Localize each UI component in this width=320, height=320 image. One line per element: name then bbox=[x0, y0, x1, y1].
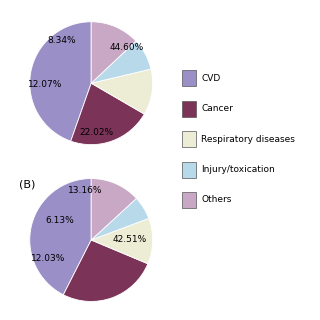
Wedge shape bbox=[71, 83, 144, 145]
FancyBboxPatch shape bbox=[182, 192, 196, 208]
Text: 22.02%: 22.02% bbox=[79, 128, 113, 137]
Wedge shape bbox=[63, 240, 148, 301]
Text: Respiratory diseases: Respiratory diseases bbox=[201, 135, 295, 144]
Wedge shape bbox=[91, 179, 136, 240]
Text: Cancer: Cancer bbox=[201, 104, 233, 113]
Text: 8.34%: 8.34% bbox=[47, 36, 76, 45]
Wedge shape bbox=[91, 219, 153, 264]
FancyBboxPatch shape bbox=[182, 70, 196, 86]
FancyBboxPatch shape bbox=[182, 131, 196, 147]
Text: (B): (B) bbox=[19, 180, 35, 190]
Text: CVD: CVD bbox=[201, 74, 220, 83]
Wedge shape bbox=[91, 41, 151, 83]
Wedge shape bbox=[30, 179, 91, 295]
FancyBboxPatch shape bbox=[182, 162, 196, 178]
Text: 12.07%: 12.07% bbox=[28, 80, 62, 89]
Text: 44.60%: 44.60% bbox=[110, 43, 144, 52]
Text: 13.16%: 13.16% bbox=[68, 186, 102, 195]
Text: Others: Others bbox=[201, 196, 232, 204]
Wedge shape bbox=[91, 22, 136, 83]
Wedge shape bbox=[91, 69, 153, 114]
Text: 12.03%: 12.03% bbox=[31, 254, 65, 263]
Text: 6.13%: 6.13% bbox=[45, 216, 74, 225]
Wedge shape bbox=[91, 198, 149, 240]
FancyBboxPatch shape bbox=[182, 101, 196, 117]
Text: 42.51%: 42.51% bbox=[112, 236, 147, 244]
Text: Injury/toxication: Injury/toxication bbox=[201, 165, 275, 174]
Wedge shape bbox=[30, 22, 91, 141]
